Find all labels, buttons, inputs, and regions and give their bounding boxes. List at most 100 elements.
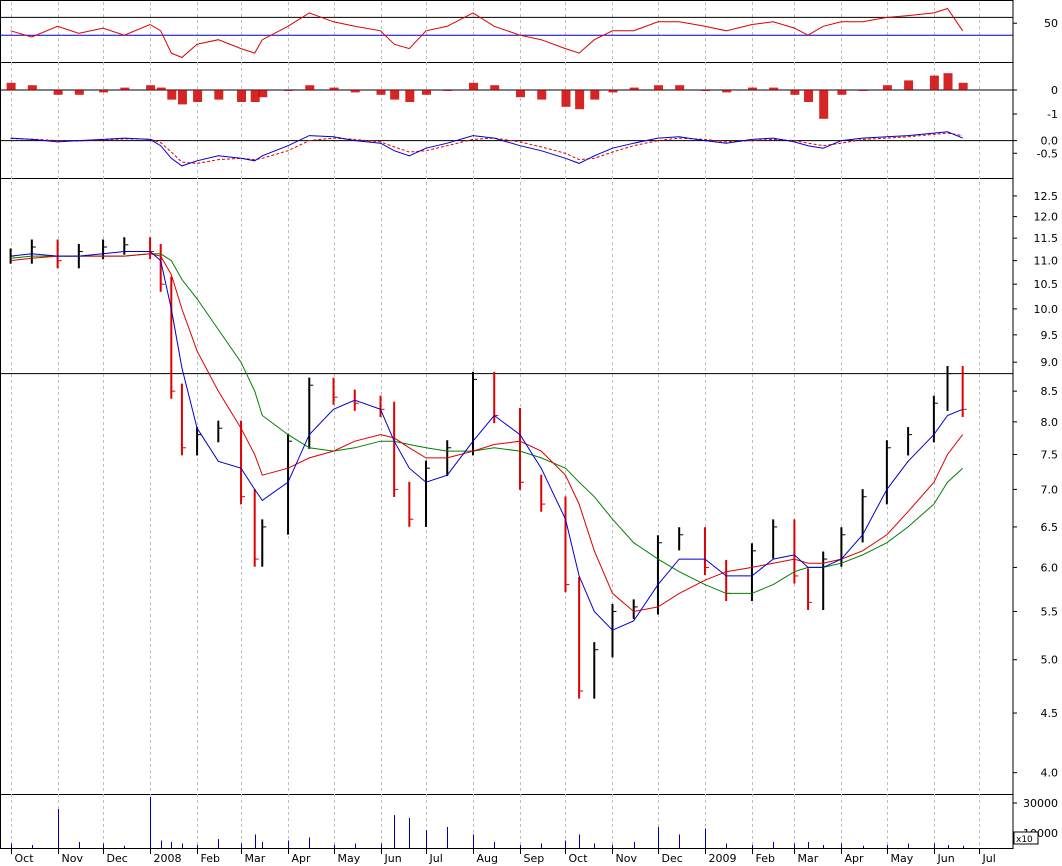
histogram-bar bbox=[804, 90, 814, 102]
histogram-bar bbox=[537, 90, 547, 100]
x-tick-label: Oct bbox=[15, 852, 35, 865]
histogram-bar bbox=[443, 90, 453, 91]
x-tick-label: Dec bbox=[107, 852, 128, 865]
price-tick-label: 9.0 bbox=[1041, 356, 1059, 369]
histogram-bar bbox=[237, 90, 247, 102]
price-tick-label: 12.5 bbox=[1034, 190, 1059, 203]
histogram-bar bbox=[27, 85, 37, 90]
histogram-bar bbox=[156, 87, 166, 90]
x-tick-label: Nov bbox=[62, 852, 84, 865]
x-tick-label: May bbox=[891, 852, 914, 865]
price-tick-label: 8.0 bbox=[1041, 416, 1059, 429]
x-tick-label: Aug bbox=[477, 852, 498, 865]
histogram-bar bbox=[837, 90, 847, 95]
histogram-bar bbox=[284, 90, 294, 91]
histogram-bar bbox=[405, 90, 415, 102]
histogram-bar bbox=[250, 90, 260, 102]
price-tick-label: 7.0 bbox=[1041, 483, 1059, 496]
histogram-bar bbox=[747, 87, 757, 90]
x-tick-label: Nov bbox=[616, 852, 638, 865]
x-tick-label: Jul bbox=[429, 852, 443, 865]
macd-tick-label: -0.5 bbox=[1037, 147, 1058, 160]
histogram-bar bbox=[700, 90, 710, 91]
price-tick-label: 4.5 bbox=[1041, 707, 1059, 720]
histogram-bar bbox=[422, 90, 432, 95]
histogram-bar bbox=[99, 90, 109, 93]
histogram-bar bbox=[350, 90, 360, 93]
histogram-bar bbox=[120, 87, 130, 90]
price-tick-label: 5.5 bbox=[1041, 605, 1059, 618]
price-tick-label: 10.5 bbox=[1034, 278, 1059, 291]
price-tick-label: 9.5 bbox=[1041, 329, 1059, 342]
histogram-bar bbox=[904, 80, 914, 90]
x-tick-label: Apr bbox=[845, 852, 865, 865]
volume-tick-label: 30000 bbox=[1023, 797, 1058, 810]
rsi-line bbox=[10, 7, 964, 59]
price-tick-label: 10.0 bbox=[1034, 303, 1059, 316]
histogram-bar bbox=[722, 90, 732, 93]
histogram-bar bbox=[146, 85, 156, 90]
histogram-bar bbox=[769, 87, 779, 90]
histogram-bar bbox=[74, 90, 84, 95]
histogram-bar bbox=[858, 90, 868, 91]
x-tick-label: Jul bbox=[982, 852, 996, 865]
price-tick-label: 8.5 bbox=[1041, 385, 1059, 398]
price-tick-label: 11.0 bbox=[1034, 255, 1059, 268]
histogram-bar bbox=[653, 85, 663, 90]
x-tick-label: 2008 bbox=[154, 852, 182, 865]
histogram-bar bbox=[376, 90, 386, 95]
histogram-bar bbox=[929, 75, 939, 90]
x-tick-label: Feb bbox=[201, 852, 220, 865]
histogram-bar bbox=[214, 90, 224, 100]
histogram-bar bbox=[6, 82, 16, 90]
histogram-bar bbox=[193, 90, 203, 102]
histogram-bar bbox=[53, 90, 63, 95]
histogram-bar bbox=[590, 90, 600, 100]
moving-average-mid bbox=[10, 253, 964, 613]
histogram-bar bbox=[469, 82, 479, 90]
price-tick-label: 5.0 bbox=[1041, 654, 1059, 667]
histogram-bar bbox=[515, 90, 525, 98]
volume-unit-box bbox=[1013, 831, 1039, 845]
histogram-bar bbox=[629, 87, 639, 90]
x-tick-label: Mar bbox=[245, 852, 266, 865]
x-tick-label: Dec bbox=[662, 852, 683, 865]
histogram-bar bbox=[305, 85, 315, 90]
histogram-bar bbox=[561, 90, 571, 107]
histogram-bar bbox=[675, 85, 685, 90]
moving-average-long bbox=[10, 253, 964, 594]
price-tick-label: 6.5 bbox=[1041, 521, 1059, 534]
x-tick-label: Feb bbox=[756, 852, 775, 865]
price-tick-label: 12.0 bbox=[1034, 211, 1059, 224]
histogram-tick-label: 0 bbox=[1051, 84, 1058, 97]
volume-unit-label: x10 bbox=[1016, 835, 1033, 845]
histogram-bar bbox=[943, 73, 953, 90]
histogram-bar bbox=[608, 90, 618, 93]
x-tick-label: 2009 bbox=[709, 852, 737, 865]
histogram-bar bbox=[390, 90, 400, 100]
histogram-bar bbox=[167, 90, 177, 100]
price-tick-label: 7.5 bbox=[1041, 448, 1059, 461]
x-tick-label: Oct bbox=[569, 852, 589, 865]
histogram-bar bbox=[258, 90, 268, 98]
histogram-bar bbox=[575, 90, 585, 110]
histogram-bar bbox=[819, 90, 829, 119]
x-tick-label: Apr bbox=[292, 852, 312, 865]
price-tick-label: 11.5 bbox=[1034, 232, 1059, 245]
rsi-tick-label: 50 bbox=[1044, 17, 1058, 30]
histogram-bar bbox=[882, 85, 892, 90]
macd-tick-label: 0.0 bbox=[1041, 135, 1059, 148]
x-tick-label: May bbox=[338, 852, 361, 865]
histogram-bar bbox=[958, 82, 968, 90]
x-tick-label: Jun bbox=[937, 852, 955, 865]
macd-line bbox=[10, 131, 963, 167]
x-tick-label: Jun bbox=[384, 852, 402, 865]
moving-average-short bbox=[10, 251, 963, 631]
price-tick-label: 4.0 bbox=[1041, 767, 1059, 780]
histogram-bar bbox=[790, 90, 800, 95]
histogram-bar bbox=[329, 87, 339, 90]
histogram-bar bbox=[490, 85, 500, 90]
histogram-bar bbox=[177, 90, 187, 105]
x-tick-label: Sep bbox=[524, 852, 545, 865]
